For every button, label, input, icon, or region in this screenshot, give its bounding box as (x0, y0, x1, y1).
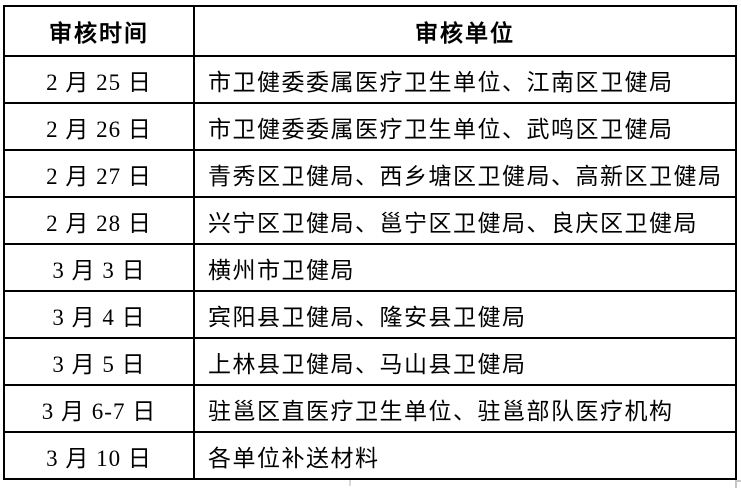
table-row: 3 月 5 日 上林县卫健局、马山县卫健局 (3, 337, 737, 386)
review-time-cell: 2 月 26 日 (3, 102, 195, 151)
table-row: 2 月 25 日 市卫健委委属医疗卫生单位、江南区卫健局 (3, 55, 737, 104)
review-time-cell: 3 月 3 日 (3, 243, 195, 292)
review-unit-cell: 市卫健委委属医疗卫生单位、武鸣区卫健局 (193, 102, 737, 151)
table-row: 2 月 28 日 兴宁区卫健局、邕宁区卫健局、良庆区卫健局 (3, 196, 737, 245)
table-row: 3 月 3 日 横州市卫健局 (3, 243, 737, 292)
header-review-time: 审核时间 (3, 5, 195, 57)
table-resize-handle-icon[interactable] (735, 480, 741, 488)
review-time-cell: 2 月 25 日 (3, 55, 195, 104)
review-unit-cell: 兴宁区卫健局、邕宁区卫健局、良庆区卫健局 (193, 196, 737, 245)
review-time-cell: 3 月 4 日 (3, 290, 195, 339)
review-time-cell: 3 月 6-7 日 (3, 384, 195, 433)
review-time-cell: 3 月 10 日 (3, 431, 195, 480)
review-unit-cell: 横州市卫健局 (193, 243, 737, 292)
table-row: 3 月 4 日 宾阳县卫健局、隆安县卫健局 (3, 290, 737, 339)
review-unit-cell: 各单位补送材料 (193, 431, 737, 480)
table-row: 3 月 10 日 各单位补送材料 (3, 431, 737, 480)
review-unit-cell: 市卫健委委属医疗卫生单位、江南区卫健局 (193, 55, 737, 104)
review-unit-cell: 宾阳县卫健局、隆安县卫健局 (193, 290, 737, 339)
review-unit-cell: 驻邕区直医疗卫生单位、驻邕部队医疗机构 (193, 384, 737, 433)
table-row: 3 月 6-7 日 驻邕区直医疗卫生单位、驻邕部队医疗机构 (3, 384, 737, 433)
review-time-cell: 3 月 5 日 (3, 337, 195, 386)
review-schedule-table: 审核时间 审核单位 2 月 25 日 市卫健委委属医疗卫生单位、江南区卫健局 2… (3, 5, 737, 480)
review-time-cell: 2 月 28 日 (3, 196, 195, 245)
header-review-unit: 审核单位 (193, 5, 737, 57)
review-unit-cell: 上林县卫健局、马山县卫健局 (193, 337, 737, 386)
table-row: 2 月 26 日 市卫健委委属医疗卫生单位、武鸣区卫健局 (3, 102, 737, 151)
review-unit-cell: 青秀区卫健局、西乡塘区卫健局、高新区卫健局 (193, 149, 737, 198)
review-time-cell: 2 月 27 日 (3, 149, 195, 198)
table-header-row: 审核时间 审核单位 (3, 5, 737, 57)
cursor-mark (349, 480, 351, 486)
table-row: 2 月 27 日 青秀区卫健局、西乡塘区卫健局、高新区卫健局 (3, 149, 737, 198)
